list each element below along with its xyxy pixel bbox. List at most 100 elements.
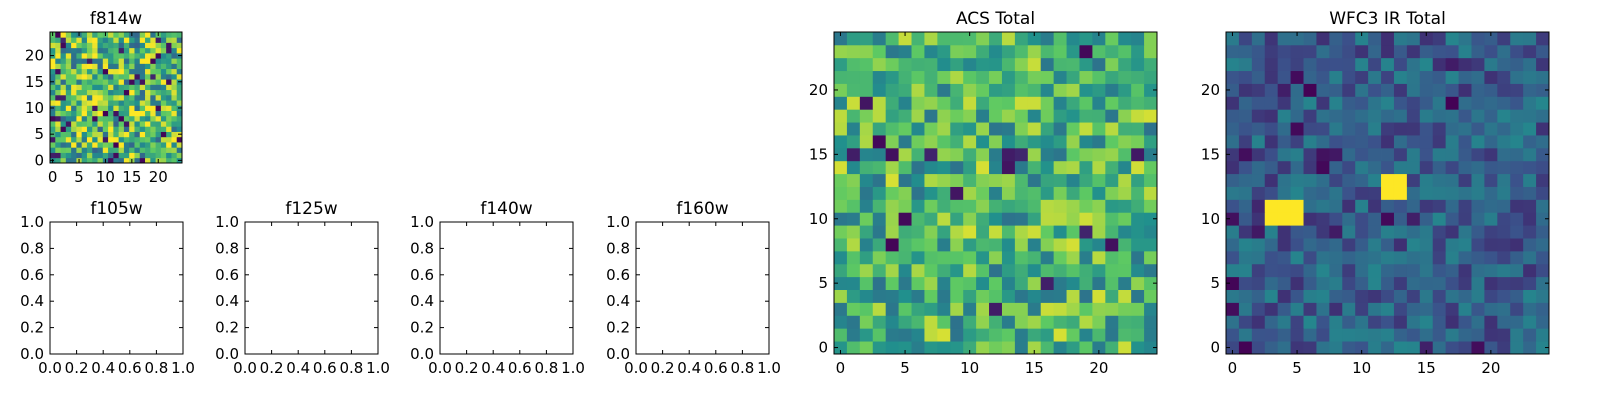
heatmap-cell bbox=[1458, 96, 1472, 110]
heatmap-cell bbox=[65, 79, 72, 85]
heatmap-cell bbox=[1303, 238, 1317, 252]
x-tick-label: 0.2 bbox=[651, 359, 675, 377]
heatmap-cell bbox=[86, 37, 93, 43]
heatmap-cell bbox=[76, 47, 83, 54]
heatmap-cell bbox=[950, 147, 964, 162]
heatmap-cell bbox=[1014, 32, 1029, 46]
heatmap-cell bbox=[1264, 225, 1279, 239]
heatmap-cell bbox=[108, 131, 114, 138]
heatmap-cell bbox=[872, 302, 887, 316]
heatmap-cell bbox=[60, 94, 67, 101]
heatmap-cell bbox=[1238, 341, 1253, 355]
heatmap-cell bbox=[86, 121, 93, 127]
axes-frame bbox=[244, 221, 379, 355]
heatmap-cell bbox=[1432, 173, 1447, 187]
heatmap-cell bbox=[950, 212, 964, 226]
heatmap-cell bbox=[1238, 289, 1253, 303]
heatmap-cell bbox=[139, 52, 146, 59]
heatmap-cell bbox=[1381, 225, 1395, 239]
heatmap-cell bbox=[76, 94, 83, 101]
heatmap-cell bbox=[166, 63, 172, 70]
heatmap-cell bbox=[1027, 238, 1042, 252]
heatmap-cell bbox=[1497, 199, 1511, 213]
subplot-title: f140w bbox=[480, 199, 532, 219]
x-tick-label: 5 bbox=[74, 168, 84, 186]
heatmap-cell bbox=[50, 63, 56, 70]
heatmap-cell bbox=[176, 142, 183, 148]
heatmap-cell bbox=[872, 44, 887, 59]
heatmap-cell bbox=[911, 238, 925, 252]
heatmap-cell bbox=[123, 126, 130, 132]
heatmap-cell bbox=[1445, 225, 1459, 239]
heatmap-cell bbox=[1368, 160, 1382, 175]
subplot-f105w: 0.0 0.2 0.4 0.6 0.8 1.00.00.20.40.60.81.0f105… bbox=[20, 199, 195, 377]
heatmap-cell bbox=[139, 58, 146, 64]
heatmap-cell bbox=[1264, 173, 1279, 187]
heatmap-cell bbox=[924, 302, 938, 316]
heatmap-cell bbox=[97, 147, 104, 153]
x-tick-label: 0.4 bbox=[481, 359, 505, 377]
heatmap-cell bbox=[1079, 44, 1093, 59]
heatmap-cell bbox=[911, 83, 925, 97]
heatmap-cell bbox=[846, 109, 861, 123]
heatmap-cell bbox=[102, 100, 109, 106]
heatmap-cell bbox=[1536, 70, 1550, 84]
heatmap-cell bbox=[950, 263, 964, 278]
heatmap-cell bbox=[171, 42, 178, 49]
heatmap-cell bbox=[1001, 199, 1016, 213]
heatmap-cell bbox=[1329, 32, 1343, 46]
heatmap-cell bbox=[1014, 225, 1029, 239]
heatmap-cell bbox=[1079, 263, 1093, 278]
heatmap-cell bbox=[846, 302, 861, 316]
heatmap-cell bbox=[118, 94, 125, 101]
heatmap-cell bbox=[1105, 57, 1119, 72]
heatmap-cell bbox=[118, 105, 125, 111]
heatmap-cell bbox=[1027, 83, 1042, 97]
heatmap-cell bbox=[1342, 96, 1356, 110]
heatmap-cell bbox=[1290, 341, 1304, 355]
heatmap-cell bbox=[963, 238, 977, 252]
heatmap-cell bbox=[123, 110, 130, 117]
heatmap-cell bbox=[1066, 96, 1080, 110]
heatmap-cell bbox=[1536, 96, 1550, 110]
heatmap-cell bbox=[911, 328, 925, 342]
heatmap-cell bbox=[1290, 135, 1304, 149]
heatmap-cell bbox=[1432, 263, 1447, 278]
heatmap-cell bbox=[1497, 83, 1511, 97]
heatmap-cell bbox=[1264, 57, 1279, 72]
heatmap-cell bbox=[1027, 341, 1042, 355]
heatmap-cell bbox=[1355, 186, 1369, 200]
heatmap-cell bbox=[1471, 96, 1485, 110]
heatmap-cell bbox=[937, 225, 951, 239]
heatmap-cell bbox=[113, 157, 120, 164]
heatmap-cell bbox=[65, 131, 72, 138]
heatmap-cell bbox=[846, 44, 861, 59]
heatmap-cell bbox=[150, 32, 156, 38]
heatmap-cell bbox=[92, 157, 98, 164]
heatmap-cell bbox=[1040, 263, 1055, 278]
heatmap-cell bbox=[102, 136, 109, 143]
heatmap-cell bbox=[108, 58, 114, 64]
heatmap-cell bbox=[76, 142, 83, 148]
heatmap-cell bbox=[834, 199, 848, 213]
heatmap-cell bbox=[129, 79, 135, 85]
heatmap-cell bbox=[1027, 173, 1042, 187]
heatmap-cell bbox=[1406, 57, 1421, 72]
heatmap-cell bbox=[834, 302, 848, 316]
heatmap-cell bbox=[113, 115, 120, 122]
heatmap-cell bbox=[102, 47, 109, 54]
heatmap-cell bbox=[1264, 83, 1279, 97]
heatmap-cell bbox=[1040, 70, 1055, 84]
heatmap-cell bbox=[1144, 44, 1158, 59]
heatmap-cell bbox=[846, 212, 861, 226]
heatmap-cell bbox=[1536, 109, 1550, 123]
heatmap-cell bbox=[176, 100, 183, 106]
heatmap-cell bbox=[1264, 250, 1279, 265]
heatmap-cell bbox=[859, 83, 874, 97]
heatmap-cell bbox=[1226, 83, 1240, 97]
heatmap-cell bbox=[1523, 238, 1537, 252]
heatmap-cell bbox=[937, 238, 951, 252]
heatmap-cell bbox=[1251, 328, 1266, 342]
heatmap-cell bbox=[97, 110, 104, 117]
heatmap-cell bbox=[113, 105, 120, 111]
